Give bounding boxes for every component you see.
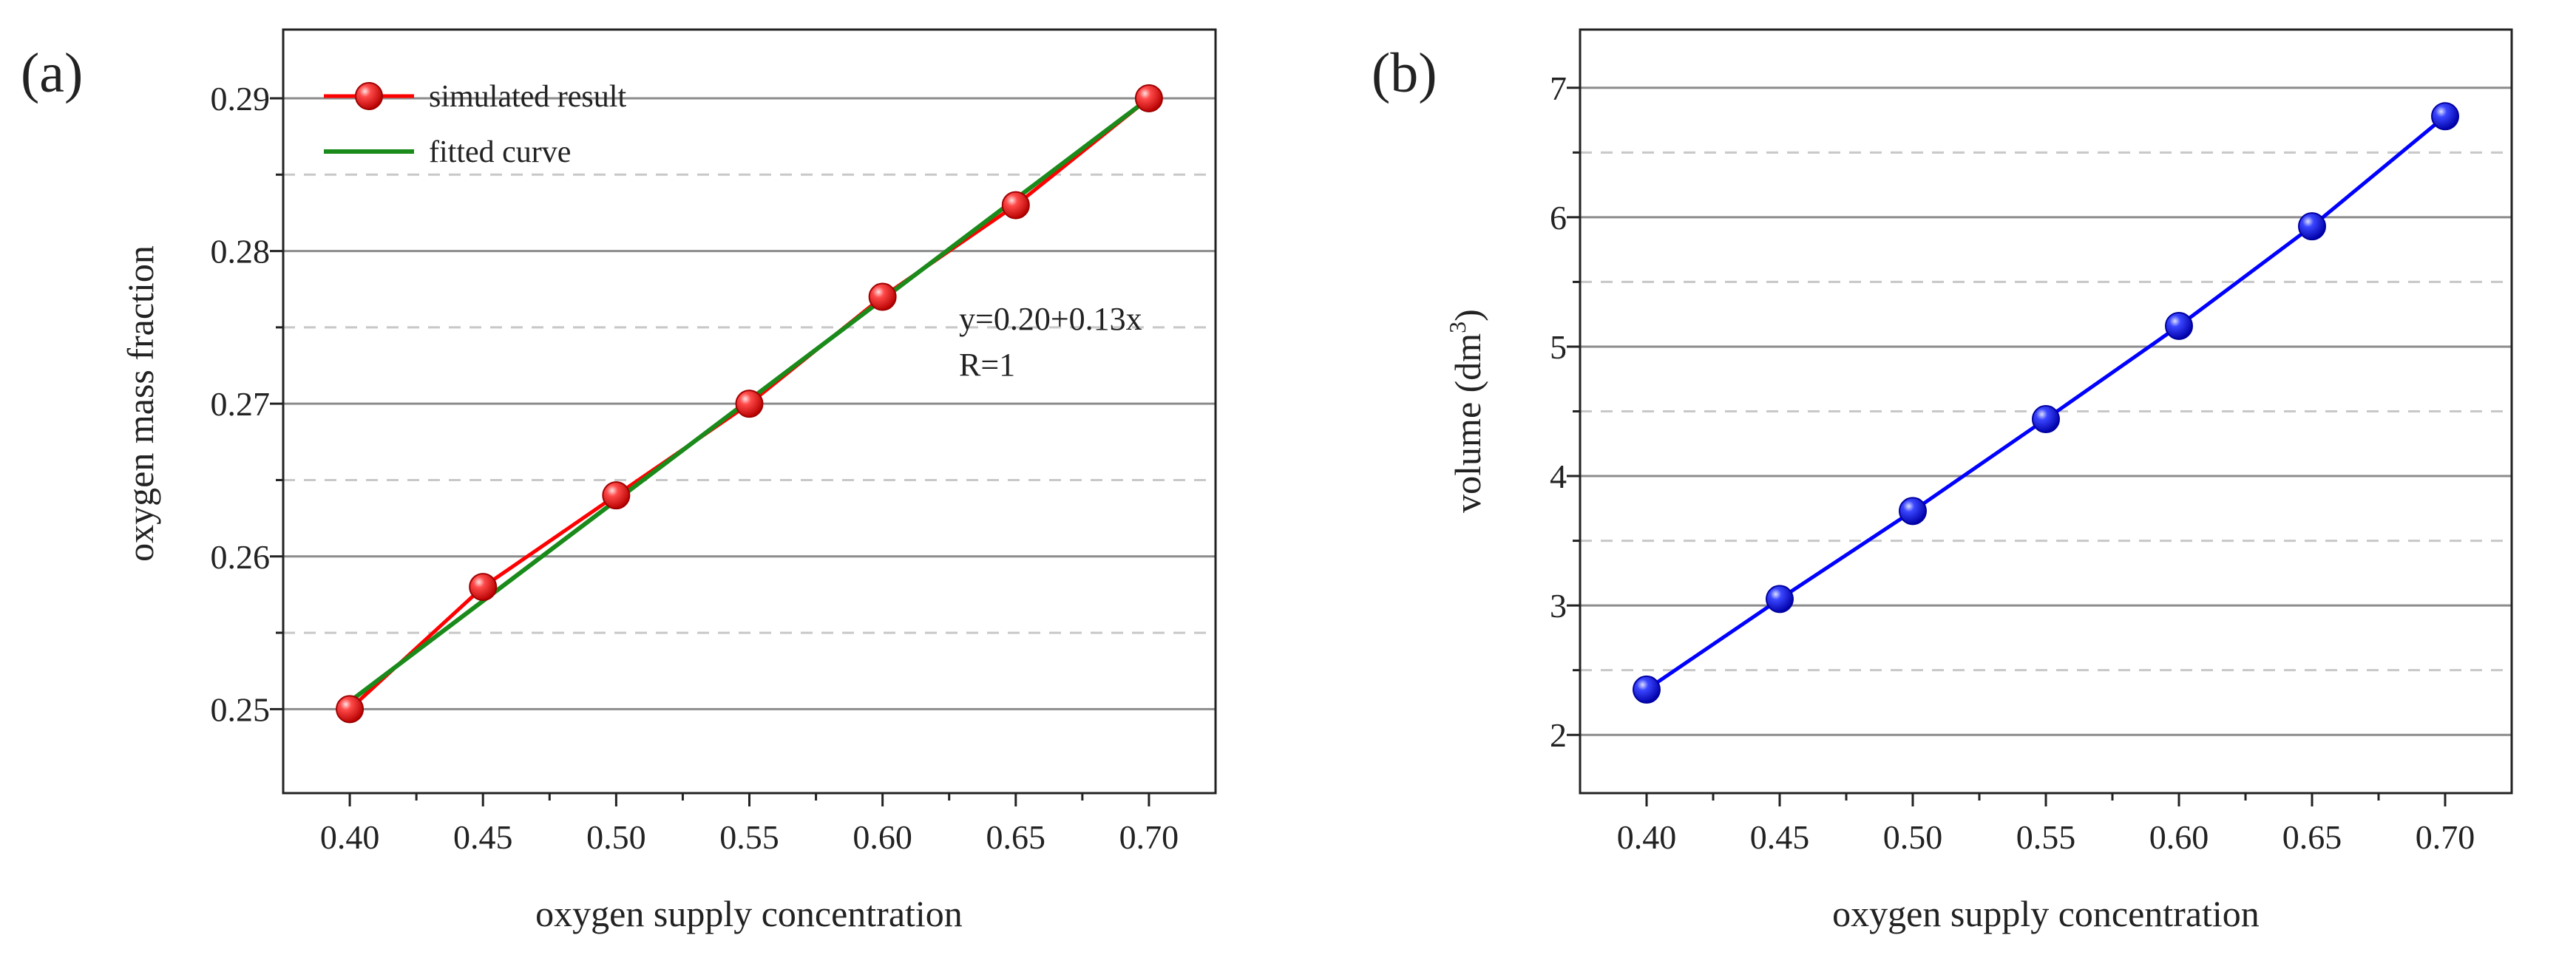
x-ticks-a: 0.40 0.45 0.50 0.55 0.60 0.65 0.70 bbox=[320, 793, 1179, 856]
legend-label-simulated: simulated result bbox=[429, 80, 626, 114]
data-point-b-0-2 bbox=[1899, 497, 1927, 526]
y-tick-label-b-1: 3 bbox=[1550, 587, 1567, 625]
y-tick-label-b-4: 6 bbox=[1550, 199, 1567, 237]
x-tick-label-b-4: 0.60 bbox=[2149, 818, 2209, 856]
x-tick-label-b-0: 0.40 bbox=[1617, 818, 1677, 856]
data-point-b-0-1 bbox=[1766, 585, 1794, 614]
x-tick-label-b-1: 0.45 bbox=[1750, 818, 1810, 856]
y-tick-label-b-2: 4 bbox=[1550, 458, 1567, 495]
panel-label-a: (a) bbox=[21, 42, 83, 104]
y-axis-label-b-sup: 3 bbox=[1444, 322, 1471, 333]
data-point-a-0-1 bbox=[469, 573, 498, 602]
x-axis-label-a: oxygen supply concentration bbox=[535, 893, 963, 934]
x-tick-label-b-5: 0.65 bbox=[2282, 818, 2342, 856]
x-tick-label-a-4: 0.60 bbox=[853, 818, 912, 856]
y-tick-label-b-0: 2 bbox=[1550, 716, 1567, 754]
chart-panel-a: (a) 0.40 0.45 0.50 0.55 0.60 0.65 0.70 0.250.2… bbox=[21, 28, 1217, 934]
y-ticks-b: 2 3 4 5 6 7 bbox=[1550, 69, 1580, 754]
data-point-a-0-6 bbox=[1134, 84, 1163, 112]
y-tick-label-a-4: 0.29 bbox=[211, 80, 271, 118]
x-tick-label-b-2: 0.50 bbox=[1883, 818, 1943, 856]
y-tick-label-b-3: 5 bbox=[1550, 328, 1567, 366]
x-tick-label-a-2: 0.50 bbox=[586, 818, 646, 856]
y-tick-label-a-1: 0.26 bbox=[211, 538, 271, 576]
y-tick-label-b-5: 7 bbox=[1550, 69, 1567, 107]
x-tick-label-a-5: 0.65 bbox=[986, 818, 1046, 856]
legend-label-fitted: fitted curve bbox=[429, 135, 571, 169]
x-tick-label-a-6: 0.70 bbox=[1119, 818, 1179, 856]
grid-b bbox=[1580, 86, 2512, 736]
y-tick-label-a-3: 0.28 bbox=[211, 233, 271, 271]
annotation-r: R=1 bbox=[959, 347, 1015, 383]
data-point-a-0-0 bbox=[336, 695, 365, 724]
legend-marker-simulated bbox=[355, 82, 383, 110]
x-tick-label-b-3: 0.55 bbox=[2016, 818, 2076, 856]
data-point-b-0-6 bbox=[2431, 102, 2459, 131]
annotation-equation: y=0.20+0.13x bbox=[959, 301, 1142, 337]
x-tick-label-b-6: 0.70 bbox=[2416, 818, 2475, 856]
y-tick-label-a-2: 0.27 bbox=[211, 385, 271, 423]
y-axis-label-b: volume (dm3) bbox=[1444, 309, 1488, 513]
y-axis-label-b-close: ) bbox=[1447, 309, 1488, 322]
series-line-b-0 bbox=[1645, 115, 2447, 691]
panel-label-b: (b) bbox=[1372, 42, 1437, 104]
data-point-b-0-4 bbox=[2165, 311, 2193, 340]
data-point-b-0-3 bbox=[2032, 405, 2060, 434]
x-tick-label-a-0: 0.40 bbox=[320, 818, 380, 856]
series-b bbox=[1633, 102, 2459, 704]
series-a bbox=[336, 84, 1163, 724]
data-point-a-0-2 bbox=[602, 481, 631, 510]
data-point-a-0-3 bbox=[735, 390, 764, 418]
y-tick-label-a-0: 0.25 bbox=[211, 690, 271, 728]
data-point-b-0-5 bbox=[2298, 212, 2326, 241]
data-point-a-0-4 bbox=[868, 282, 897, 311]
data-point-b-0-0 bbox=[1633, 675, 1661, 704]
x-tick-label-a-1: 0.45 bbox=[453, 818, 513, 856]
chart-panel-b: (b) 0.40 0.45 0.50 0.55 0.60 0.65 0.70 234567 … bbox=[1372, 28, 2513, 934]
x-axis-label-b: oxygen supply concentration bbox=[1832, 893, 2260, 934]
data-point-a-0-5 bbox=[1001, 191, 1030, 220]
y-ticks-a: 0.25 0.26 0.27 0.28 0.29 bbox=[211, 80, 283, 728]
y-axis-label-b-main: volume (dm bbox=[1447, 333, 1488, 513]
x-tick-label-a-3: 0.55 bbox=[719, 818, 779, 856]
x-ticks-b: 0.40 0.45 0.50 0.55 0.60 0.65 0.70 bbox=[1617, 793, 2475, 856]
y-axis-label-a: oxygen mass fraction bbox=[120, 245, 161, 562]
legend-a: simulated result fitted curve bbox=[324, 80, 626, 169]
